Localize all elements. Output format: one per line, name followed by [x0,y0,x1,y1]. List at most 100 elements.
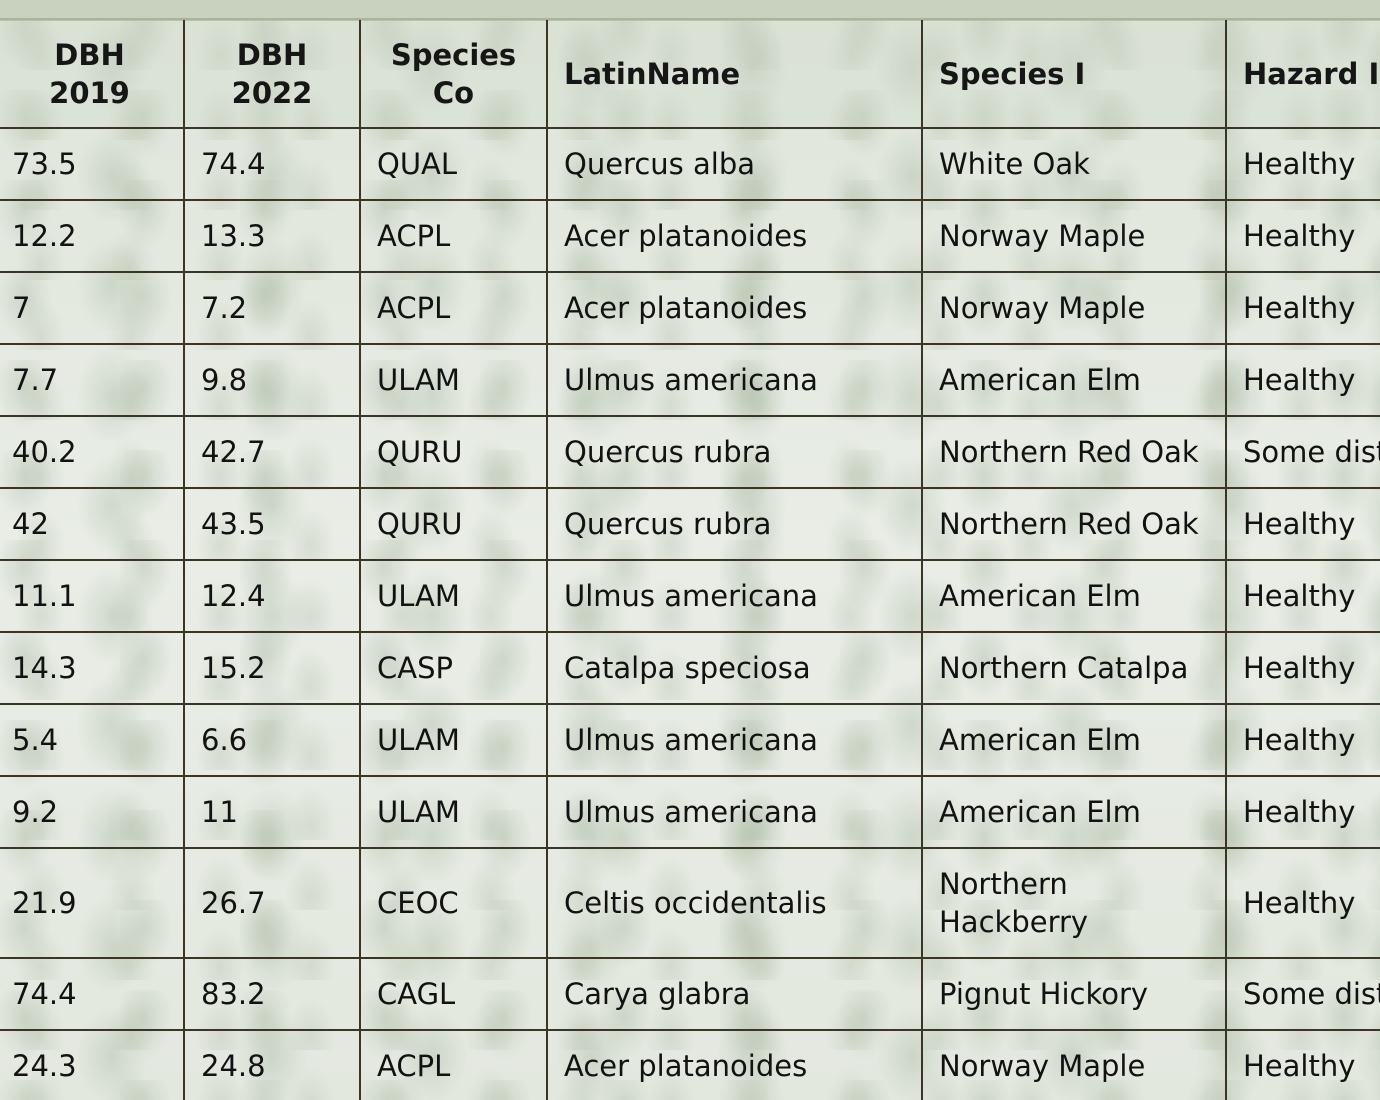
hazard-cell: Healthy [1225,1030,1380,1100]
dbh-2019-cell: 21.9 [0,848,184,959]
header-dbh-2019[interactable]: DBH 2019 [0,20,184,129]
species-code-cell: ACPL [359,200,547,273]
dbh-2019-cell: 9.2 [0,776,184,849]
dbh-2022-cell: 43.5 [183,488,360,561]
species-code-cell: ACPL [359,272,547,345]
species-name-cell: Norway Maple [921,200,1226,273]
dbh-2019-cell: 40.2 [0,416,184,489]
dbh-2022-cell: 83.2 [183,958,360,1031]
latin-name-cell: Celtis occidentalis [546,848,922,959]
species-name-cell: Northern Red Oak [921,488,1226,561]
header-species-name[interactable]: Species I [921,20,1226,129]
latin-name-cell: Ulmus americana [546,704,922,777]
latin-name-cell: Catalpa speciosa [546,632,922,705]
latin-name-cell: Quercus rubra [546,416,922,489]
header-species-code[interactable]: Species Co [359,20,547,129]
dbh-2022-cell: 6.6 [183,704,360,777]
table-row[interactable]: 5.4 6.6 ULAM Ulmus americana American Elm Hea… [0,704,1380,777]
dbh-2022-cell: 24.8 [183,1030,360,1100]
dbh-2019-cell: 74.4 [0,958,184,1031]
dbh-2019-cell: 14.3 [0,632,184,705]
dbh-2022-cell: 13.3 [183,200,360,273]
latin-name-cell: Ulmus americana [546,344,922,417]
tree-inventory-table-container: DBH 2019 DBH 2022 Species Co LatinName S… [0,20,1380,1100]
table-row[interactable]: 40.2 42.7 QURU Quercus rubra Northern Red Oa… [0,416,1380,489]
latin-name-cell: Ulmus americana [546,560,922,633]
species-code-cell: ACPL [359,1030,547,1100]
species-code-cell: ULAM [359,560,547,633]
hazard-cell: Healthy [1225,488,1380,561]
hazard-cell: Some distr [1225,958,1380,1031]
species-name-cell: Northern Hackberry [921,848,1226,959]
table-row[interactable]: 9.2 11 ULAM Ulmus americana American Elm Heal… [0,776,1380,849]
latin-name-cell: Carya glabra [546,958,922,1031]
species-name-cell: Pignut Hickory [921,958,1226,1031]
dbh-2019-cell: 73.5 [0,128,184,201]
hazard-cell: Healthy [1225,272,1380,345]
dbh-2022-cell: 11 [183,776,360,849]
species-name-cell: Norway Maple [921,1030,1226,1100]
dbh-2022-cell: 42.7 [183,416,360,489]
table-row[interactable]: 73.5 74.4 QUAL Quercus alba White Oak Healthy [0,128,1380,201]
dbh-2022-cell: 15.2 [183,632,360,705]
dbh-2022-cell: 7.2 [183,272,360,345]
table-row[interactable]: 7 7.2 ACPL Acer platanoides Norway Maple Heal… [0,272,1380,345]
hazard-cell: Healthy [1225,128,1380,201]
species-code-cell: ULAM [359,344,547,417]
dbh-2019-cell: 12.2 [0,200,184,273]
hazard-cell: Healthy [1225,560,1380,633]
table-header-row: DBH 2019 DBH 2022 Species Co LatinName S… [0,20,1380,129]
hazard-cell: Healthy [1225,200,1380,273]
table-row[interactable]: 74.4 83.2 CAGL Carya glabra Pignut Hickory So… [0,958,1380,1031]
hazard-cell: Healthy [1225,848,1380,959]
species-code-cell: ULAM [359,776,547,849]
dbh-2019-cell: 24.3 [0,1030,184,1100]
latin-name-cell: Quercus rubra [546,488,922,561]
header-latin-name[interactable]: LatinName [546,20,922,129]
species-name-cell: White Oak [921,128,1226,201]
species-name-cell: American Elm [921,560,1226,633]
hazard-cell: Healthy [1225,776,1380,849]
header-hazard[interactable]: Hazard I [1225,20,1380,129]
species-code-cell: QURU [359,488,547,561]
table-row[interactable]: 21.9 26.7 CEOC Celtis occidentalis Northern … [0,848,1380,959]
latin-name-cell: Acer platanoides [546,1030,922,1100]
dbh-2019-cell: 7 [0,272,184,345]
species-name-cell: American Elm [921,704,1226,777]
species-code-cell: QUAL [359,128,547,201]
latin-name-cell: Ulmus americana [546,776,922,849]
species-name-cell: Northern Red Oak [921,416,1226,489]
dbh-2022-cell: 74.4 [183,128,360,201]
hazard-cell: Some distr [1225,416,1380,489]
dbh-2022-cell: 9.8 [183,344,360,417]
table-row[interactable]: 7.7 9.8 ULAM Ulmus americana American Elm Hea… [0,344,1380,417]
tree-inventory-table: DBH 2019 DBH 2022 Species Co LatinName S… [0,20,1380,1100]
latin-name-cell: Quercus alba [546,128,922,201]
table-row[interactable]: 24.3 24.8 ACPL Acer platanoides Norway Maple… [0,1030,1380,1100]
table-row[interactable]: 14.3 15.2 CASP Catalpa speciosa Northern Cat… [0,632,1380,705]
species-name-cell: American Elm [921,344,1226,417]
dbh-2019-cell: 42 [0,488,184,561]
latin-name-cell: Acer platanoides [546,200,922,273]
species-code-cell: CAGL [359,958,547,1031]
dbh-2022-cell: 26.7 [183,848,360,959]
species-code-cell: QURU [359,416,547,489]
species-code-cell: CEOC [359,848,547,959]
top-toolbar-strip [0,0,1380,21]
hazard-cell: Healthy [1225,704,1380,777]
table-row[interactable]: 11.1 12.4 ULAM Ulmus americana American Elm H… [0,560,1380,633]
hazard-cell: Healthy [1225,632,1380,705]
species-name-cell: Norway Maple [921,272,1226,345]
hazard-cell: Healthy [1225,344,1380,417]
species-code-cell: CASP [359,632,547,705]
dbh-2022-cell: 12.4 [183,560,360,633]
dbh-2019-cell: 11.1 [0,560,184,633]
table-row[interactable]: 42 43.5 QURU Quercus rubra Northern Red Oak H… [0,488,1380,561]
header-dbh-2022[interactable]: DBH 2022 [183,20,360,129]
table-row[interactable]: 12.2 13.3 ACPL Acer platanoides Norway Maple… [0,200,1380,273]
dbh-2019-cell: 7.7 [0,344,184,417]
species-name-cell: American Elm [921,776,1226,849]
species-name-cell: Northern Catalpa [921,632,1226,705]
dbh-2019-cell: 5.4 [0,704,184,777]
species-code-cell: ULAM [359,704,547,777]
